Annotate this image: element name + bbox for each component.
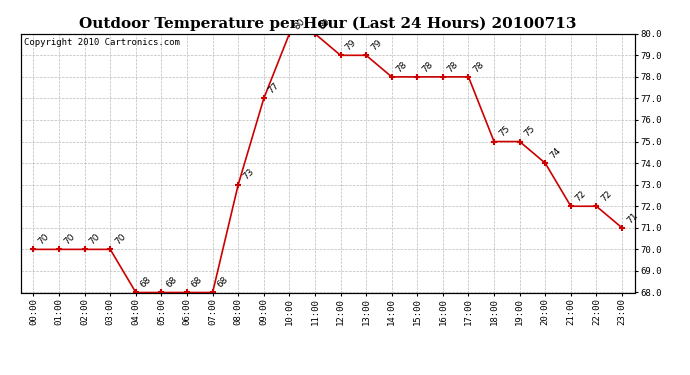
Text: 75: 75 bbox=[497, 124, 511, 139]
Text: 80: 80 bbox=[292, 16, 306, 31]
Text: Copyright 2010 Cartronics.com: Copyright 2010 Cartronics.com bbox=[23, 38, 179, 46]
Text: 68: 68 bbox=[139, 275, 153, 290]
Text: 72: 72 bbox=[599, 189, 613, 204]
Text: 70: 70 bbox=[37, 232, 51, 247]
Text: 74: 74 bbox=[548, 146, 562, 160]
Text: 79: 79 bbox=[344, 38, 358, 52]
Text: 78: 78 bbox=[446, 60, 460, 74]
Text: 70: 70 bbox=[62, 232, 77, 247]
Text: 73: 73 bbox=[241, 167, 255, 182]
Text: 78: 78 bbox=[395, 60, 409, 74]
Text: 79: 79 bbox=[369, 38, 384, 52]
Text: 72: 72 bbox=[573, 189, 588, 204]
Text: 70: 70 bbox=[113, 232, 128, 247]
Text: 68: 68 bbox=[215, 275, 230, 290]
Text: 78: 78 bbox=[420, 60, 435, 74]
Text: 68: 68 bbox=[164, 275, 179, 290]
Text: 71: 71 bbox=[624, 210, 639, 225]
Text: 78: 78 bbox=[471, 60, 486, 74]
Text: 80: 80 bbox=[317, 16, 332, 31]
Text: 77: 77 bbox=[266, 81, 281, 96]
Text: 70: 70 bbox=[88, 232, 102, 247]
Text: 75: 75 bbox=[522, 124, 537, 139]
Title: Outdoor Temperature per Hour (Last 24 Hours) 20100713: Outdoor Temperature per Hour (Last 24 Ho… bbox=[79, 17, 577, 31]
Text: 68: 68 bbox=[190, 275, 204, 290]
